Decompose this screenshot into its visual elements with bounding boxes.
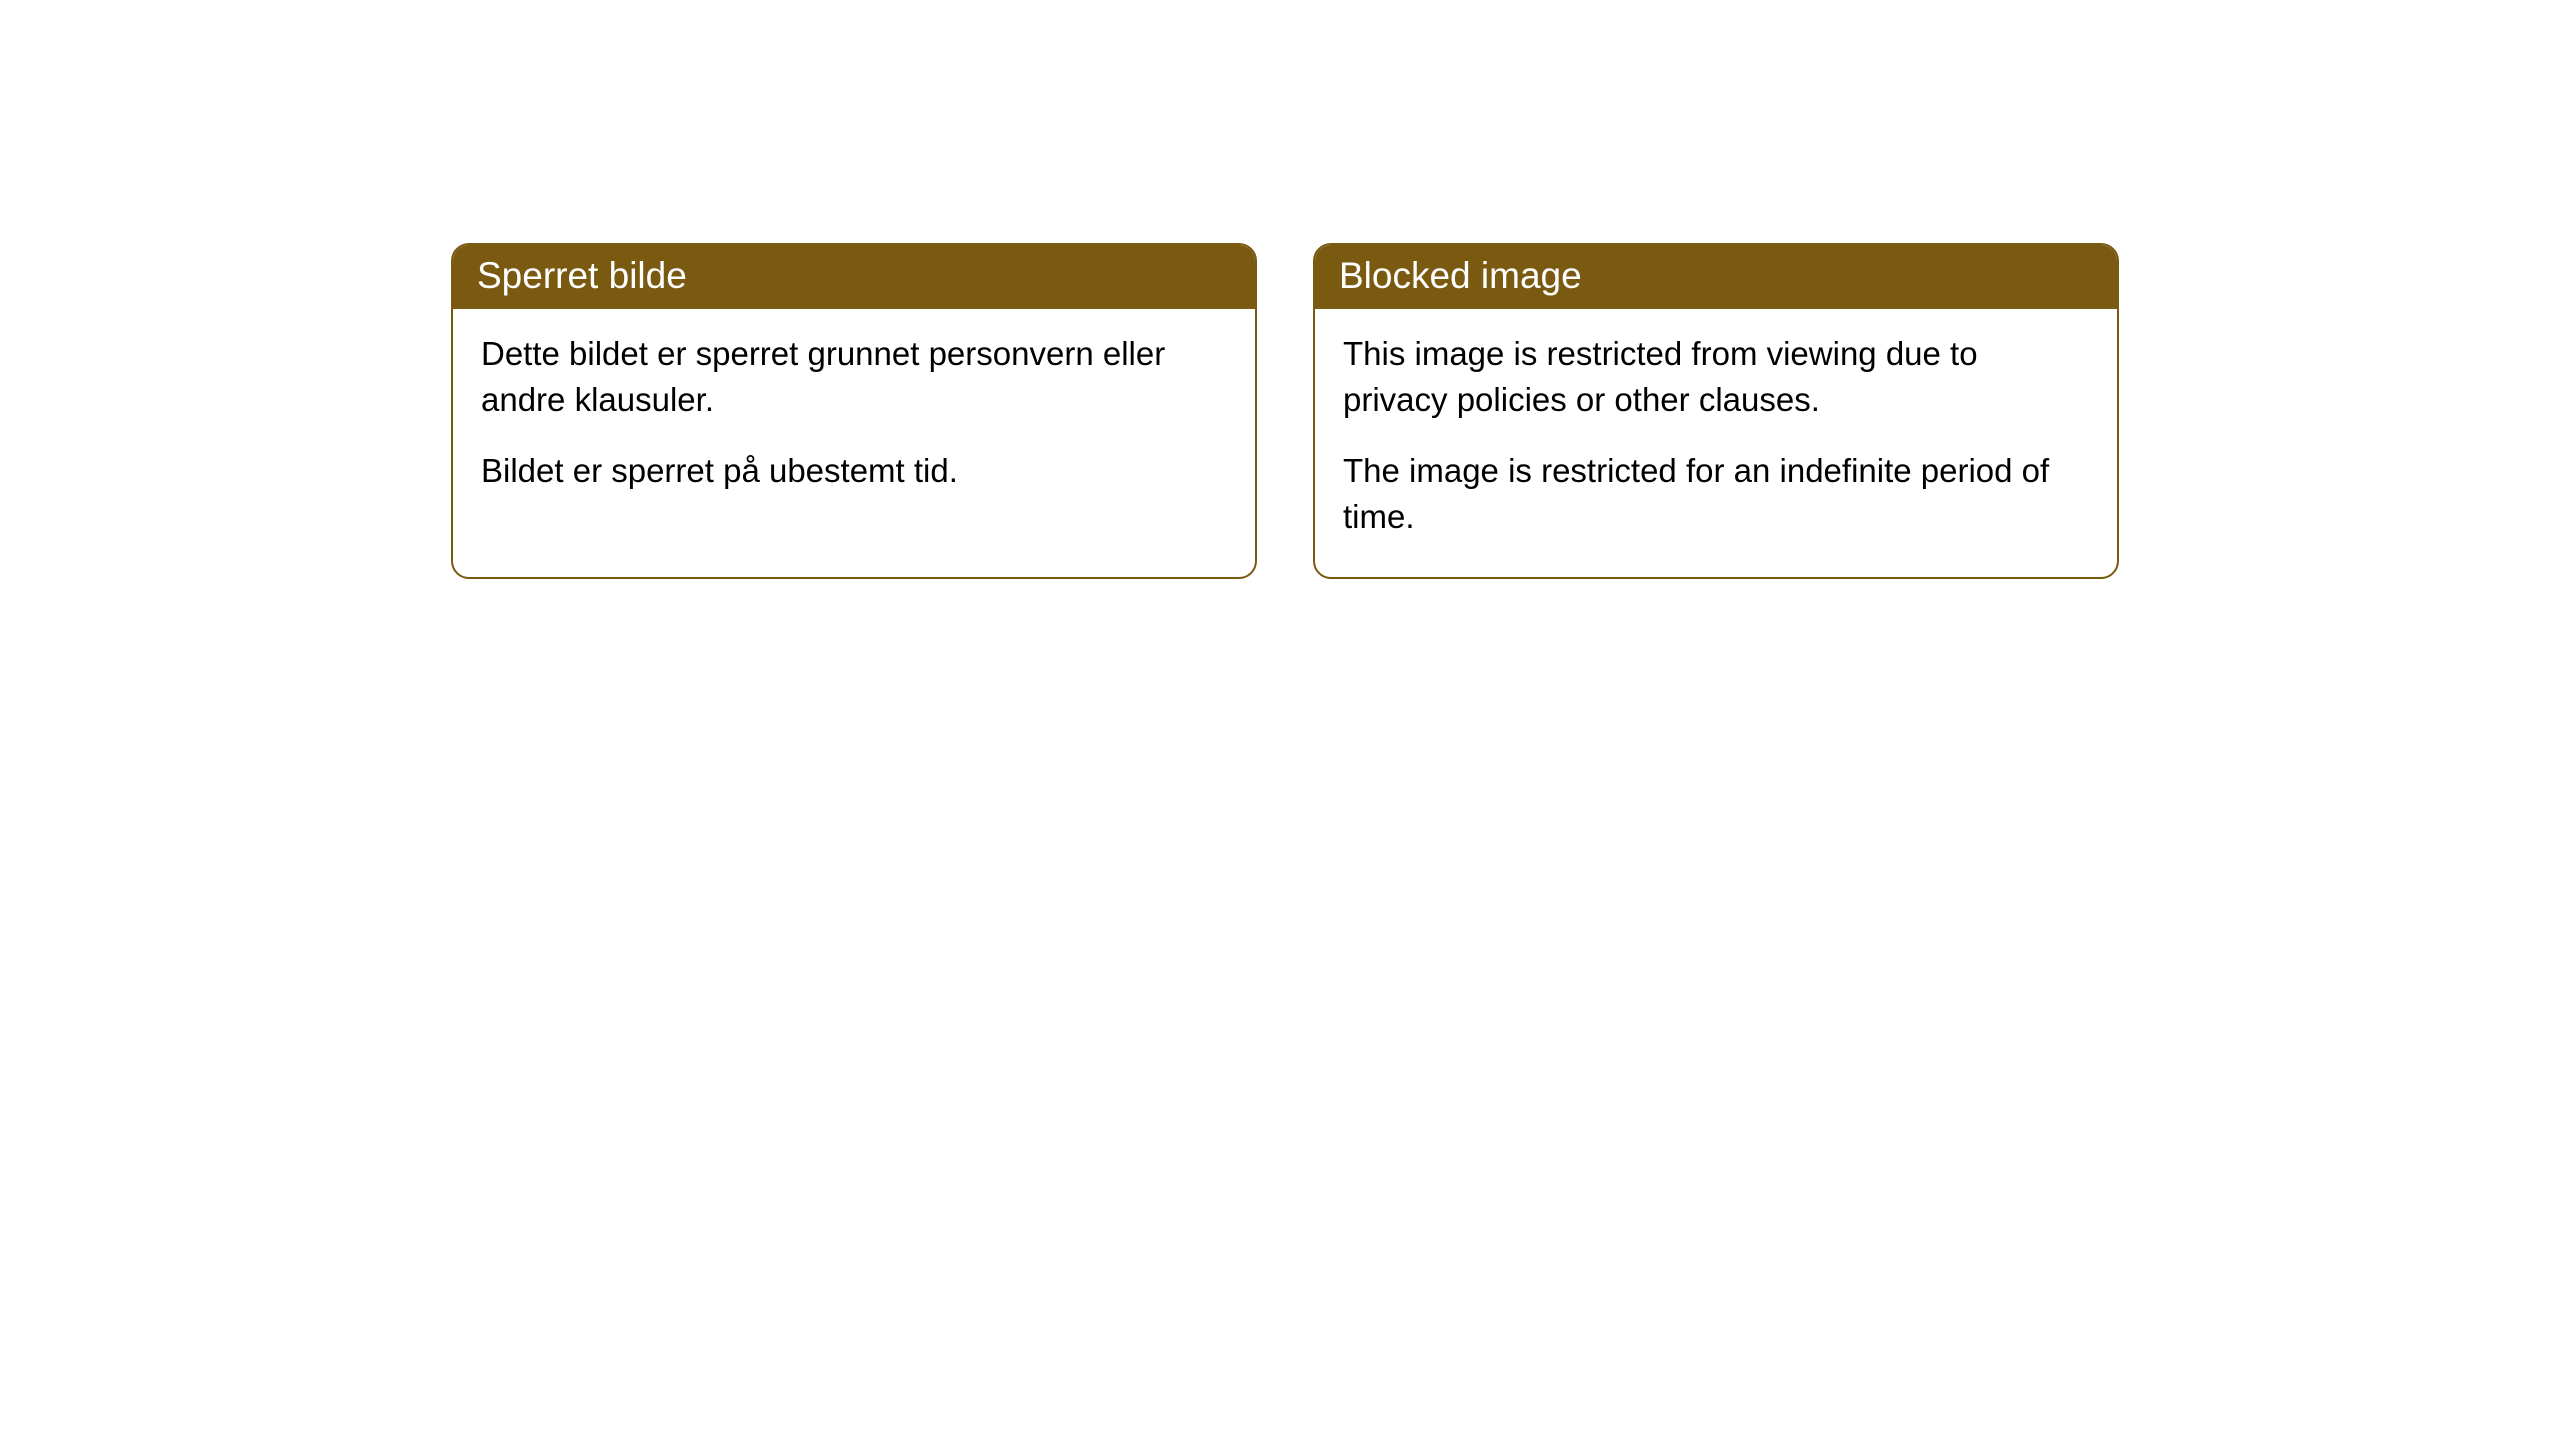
- notice-cards-container: Sperret bilde Dette bildet er sperret gr…: [0, 0, 2560, 579]
- notice-card-english: Blocked image This image is restricted f…: [1313, 243, 2119, 579]
- card-paragraph: Dette bildet er sperret grunnet personve…: [481, 331, 1227, 422]
- card-body: Dette bildet er sperret grunnet personve…: [453, 309, 1255, 532]
- card-body: This image is restricted from viewing du…: [1315, 309, 2117, 577]
- card-title: Blocked image: [1339, 255, 1582, 296]
- card-paragraph: Bildet er sperret på ubestemt tid.: [481, 448, 1227, 494]
- notice-card-norwegian: Sperret bilde Dette bildet er sperret gr…: [451, 243, 1257, 579]
- card-paragraph: This image is restricted from viewing du…: [1343, 331, 2089, 422]
- card-title: Sperret bilde: [477, 255, 687, 296]
- card-header: Blocked image: [1315, 245, 2117, 309]
- card-paragraph: The image is restricted for an indefinit…: [1343, 448, 2089, 539]
- card-header: Sperret bilde: [453, 245, 1255, 309]
